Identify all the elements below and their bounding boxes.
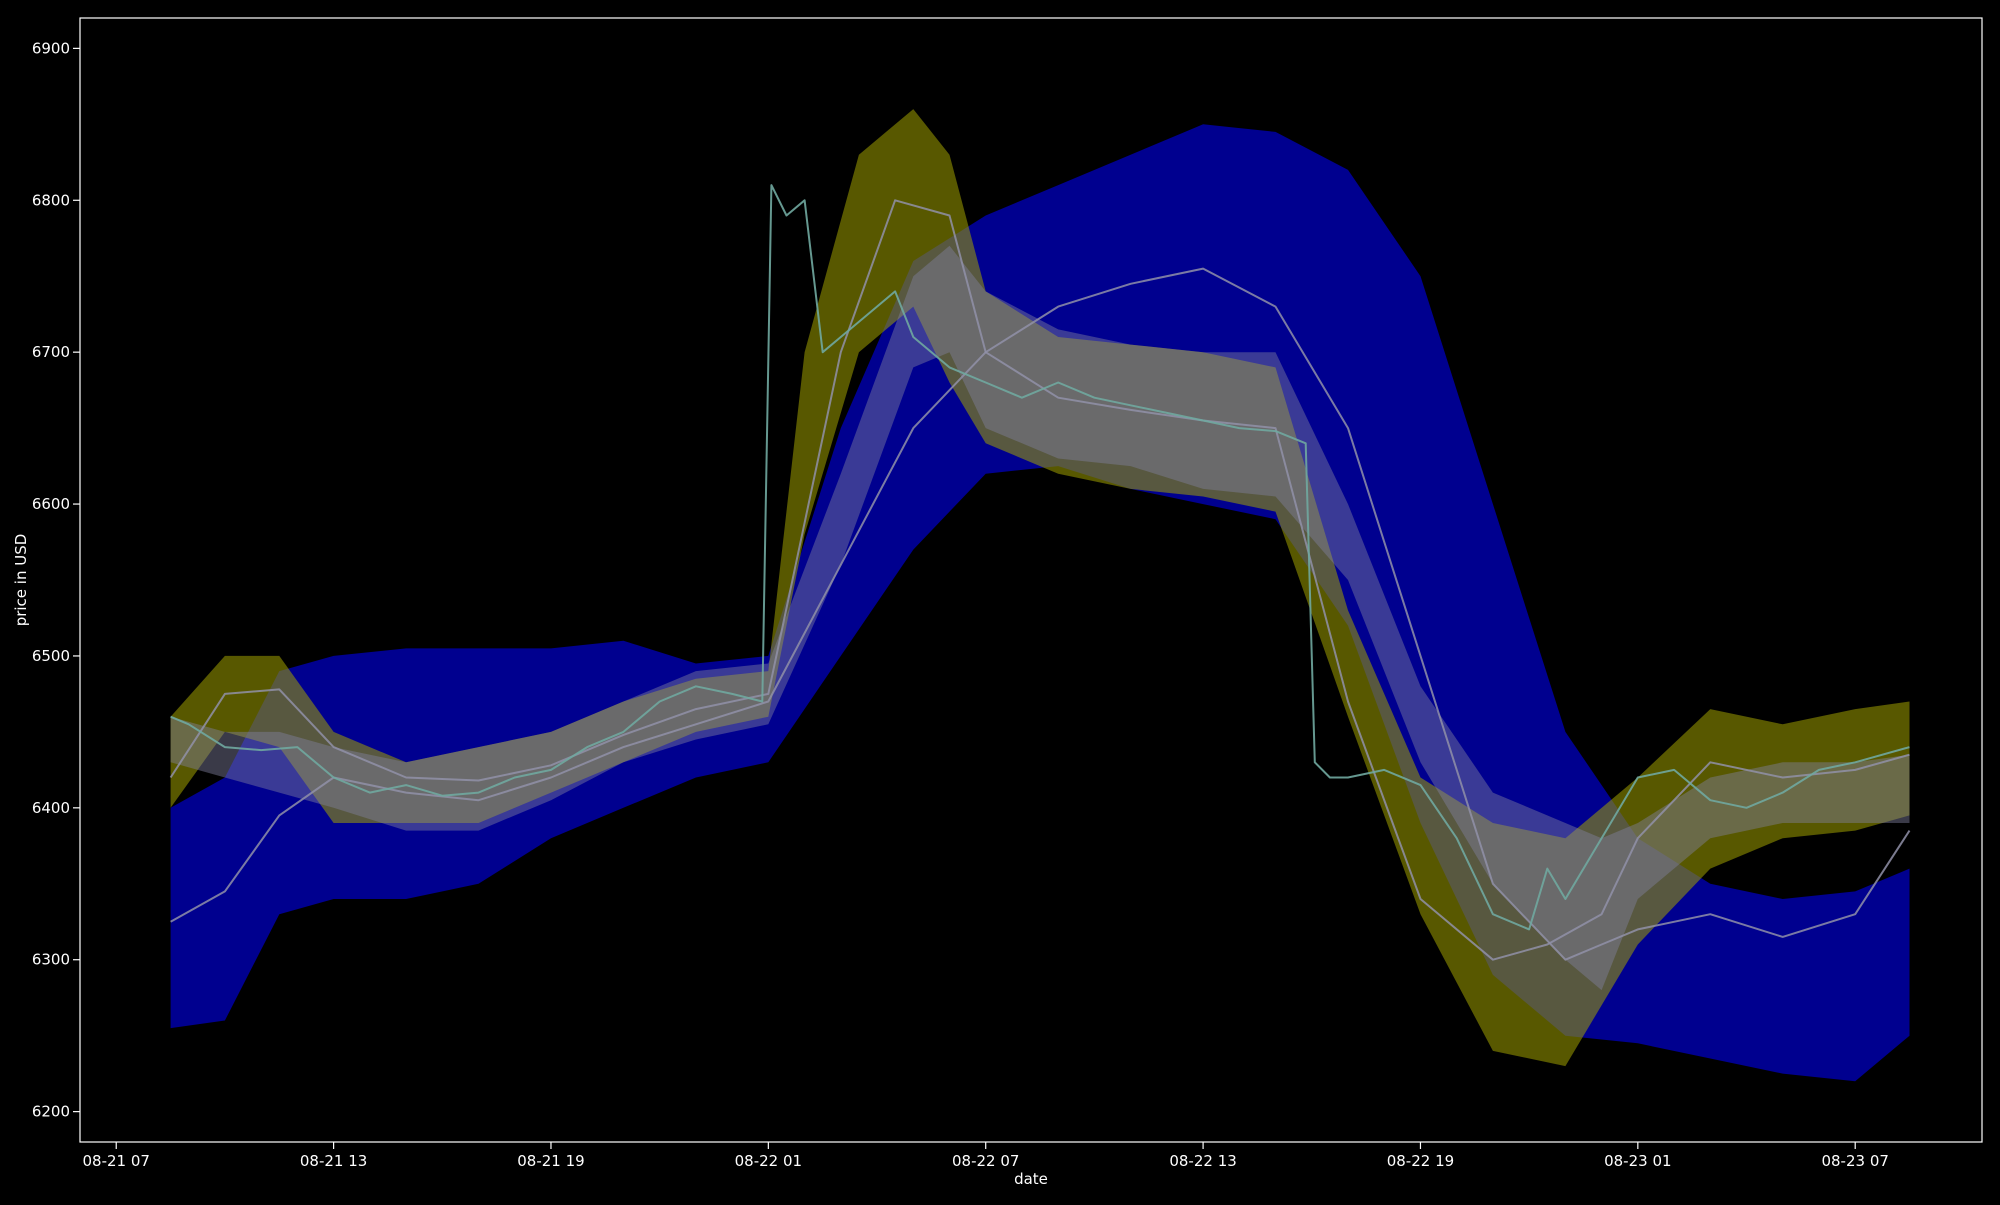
- plot-frame: [79, 17, 1983, 1143]
- y-tick-label-6: 6800: [32, 191, 70, 209]
- y-tick-label-2: 6400: [32, 799, 70, 817]
- line-series-4: [170, 267, 1911, 961]
- x-tick-label-1: 08-21 13: [300, 1152, 367, 1170]
- y-tick-label-1: 6300: [32, 951, 70, 969]
- x-tick-label-3: 08-22 01: [735, 1152, 802, 1170]
- line-series-3: [169, 199, 1910, 961]
- line-series-5: [170, 184, 1910, 931]
- band-series-2: [170, 245, 1910, 991]
- x-tick-label-0: 08-21 07: [83, 1152, 150, 1170]
- x-tick-label-4: 08-22 07: [952, 1152, 1019, 1170]
- y-tick-label-5: 6700: [32, 343, 70, 361]
- x-tick-label-8: 08-23 07: [1821, 1152, 1888, 1170]
- y-tick-label-3: 6500: [32, 647, 70, 665]
- y-tick-label-0: 6200: [32, 1103, 70, 1121]
- y-tick-label-7: 6900: [32, 39, 70, 57]
- series-layer: [169, 109, 1911, 1082]
- x-tick-label-5: 08-22 13: [1169, 1152, 1236, 1170]
- y-axis: 6200 6300 6400 6500 6600 6700 6800 6900: [32, 39, 80, 1121]
- y-axis-label: price in USD: [12, 534, 30, 627]
- x-tick-label-6: 08-22 19: [1387, 1152, 1454, 1170]
- x-axis-label: date: [1014, 1170, 1048, 1188]
- y-tick-label-4: 6600: [32, 495, 70, 513]
- x-tick-label-7: 08-23 01: [1604, 1152, 1671, 1170]
- x-axis: 08-21 07 08-21 13 08-21 19 08-22 01 08-22 07…: [83, 1142, 1889, 1170]
- x-tick-label-2: 08-21 19: [517, 1152, 584, 1170]
